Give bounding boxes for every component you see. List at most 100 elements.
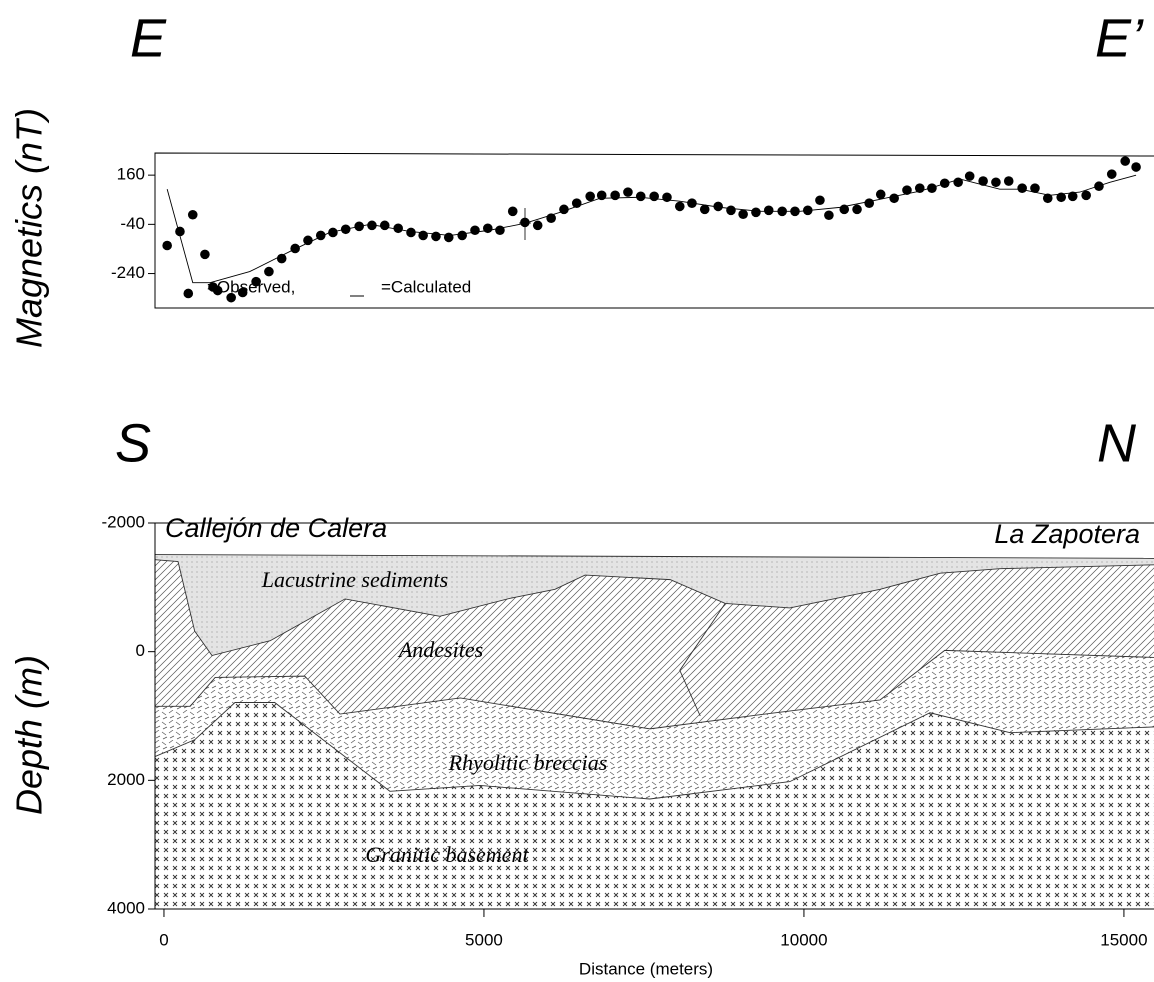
- observed-point: [520, 217, 530, 228]
- observed-point: [1131, 162, 1141, 172]
- observed-point: [815, 195, 825, 206]
- observed-point: [470, 225, 480, 236]
- observed-point: [200, 249, 210, 260]
- observed-point: [610, 190, 620, 201]
- section-panel: S N Depth (m) Distance (meters) Lacustri…: [9, 413, 1154, 978]
- observed-point: [699, 204, 710, 215]
- observed-point: [635, 191, 646, 202]
- observed-point: [443, 232, 454, 243]
- plot-frame: [154, 152, 1154, 309]
- observed-point: [991, 177, 1001, 188]
- observed-point: [175, 226, 185, 237]
- observed-point: [226, 292, 236, 303]
- observed-point: [623, 187, 633, 197]
- observed-point: [379, 220, 390, 231]
- observed-point: [276, 253, 287, 264]
- observed-point: [953, 177, 963, 188]
- observed-point: [1042, 193, 1053, 204]
- layer-label: Andesites: [397, 637, 483, 662]
- observed-point: [751, 207, 761, 218]
- observed-point: [978, 176, 988, 186]
- observed-point: [875, 189, 886, 200]
- observed-point: [393, 223, 403, 234]
- observed-point: [532, 220, 543, 231]
- fault-line: [679, 603, 726, 717]
- observed-point: [889, 193, 899, 204]
- observed-point: [303, 235, 313, 246]
- x-tick-label: 10000: [780, 930, 827, 949]
- observed-point: [1106, 169, 1117, 179]
- observed-point: [457, 230, 467, 241]
- observed-point: [183, 288, 194, 299]
- observed-point: [482, 223, 493, 234]
- layer-boundary: [154, 554, 1154, 559]
- y-tick-label: -40: [120, 214, 145, 233]
- y-tick-label: 4000: [107, 898, 145, 917]
- y-axis-title: Magnetics (nT): [9, 108, 50, 348]
- layer-label: Rhyolitic breccias: [448, 750, 608, 775]
- observed-point: [927, 183, 937, 193]
- observed-point: [964, 171, 975, 181]
- observed-point: [852, 204, 862, 215]
- layer-boundary: [154, 559, 1154, 657]
- observed-point: [726, 205, 736, 216]
- place-name: La Zapotera: [994, 519, 1140, 549]
- observed-point: [237, 287, 248, 298]
- profile-start: E: [130, 8, 167, 68]
- layer-label: Lacustrine sediments: [261, 567, 448, 592]
- layer-pattern: [155, 554, 1154, 656]
- observed-point: [1120, 156, 1131, 166]
- x-tick-label: 5000: [465, 930, 503, 949]
- observed-point: [1067, 191, 1078, 202]
- observed-point: [713, 201, 723, 212]
- layer-boundary: [154, 702, 1154, 800]
- section-start: S: [115, 413, 151, 473]
- observed-point: [674, 201, 685, 212]
- observed-point: [264, 266, 274, 277]
- y-axis-title: Depth (m): [9, 655, 50, 815]
- observed-point: [431, 231, 441, 242]
- observed-point: [1030, 183, 1040, 193]
- plot-frame: [154, 522, 1154, 910]
- y-tick-label: 2000: [107, 770, 145, 789]
- observed-point: [1056, 192, 1067, 203]
- x-tick-label: 15000: [1100, 930, 1147, 949]
- observed-point: [251, 276, 261, 287]
- legend-label: =Observed,: [207, 277, 295, 296]
- calculated-line: [166, 174, 1137, 284]
- observed-point: [763, 205, 774, 216]
- y-tick-label: -2000: [102, 512, 145, 531]
- place-name: Callejón de Calera: [165, 513, 387, 543]
- observed-point: [507, 206, 518, 217]
- legend-label: =Calculated: [381, 277, 471, 296]
- observed-point: [649, 191, 659, 202]
- magnetics-panel: E E’ Magnetics (nT) 160 -40 -240 =Observed,…: [9, 8, 1154, 348]
- x-axis-title: Distance (meters): [579, 959, 713, 978]
- observed-point: [864, 198, 875, 208]
- observed-point: [824, 210, 834, 221]
- layer-label: Granitic basement: [365, 842, 529, 867]
- layer-boundary: [155, 649, 1154, 730]
- profile-end: E’: [1095, 8, 1144, 68]
- observed-point: [367, 220, 377, 231]
- section-end: N: [1097, 413, 1137, 473]
- layer-pattern: [155, 650, 1154, 799]
- observed-point: [1081, 190, 1091, 201]
- y-tick-label: 160: [117, 165, 145, 184]
- observed-point: [738, 209, 748, 220]
- observed-point: [902, 185, 912, 195]
- x-tick-label: 0: [159, 930, 168, 949]
- y-tick-label: -240: [111, 263, 145, 282]
- observed-point: [1003, 176, 1014, 186]
- observed-point: [495, 225, 505, 236]
- observed-point: [328, 227, 338, 238]
- observed-point: [187, 209, 198, 220]
- observed-point: [1017, 183, 1027, 193]
- observed-point: [290, 243, 300, 254]
- observed-point: [585, 191, 595, 202]
- legend-marker: [208, 282, 218, 292]
- y-tick-label: 0: [136, 641, 145, 660]
- layer-pattern: [155, 702, 1154, 909]
- layer-pattern: [155, 559, 1154, 729]
